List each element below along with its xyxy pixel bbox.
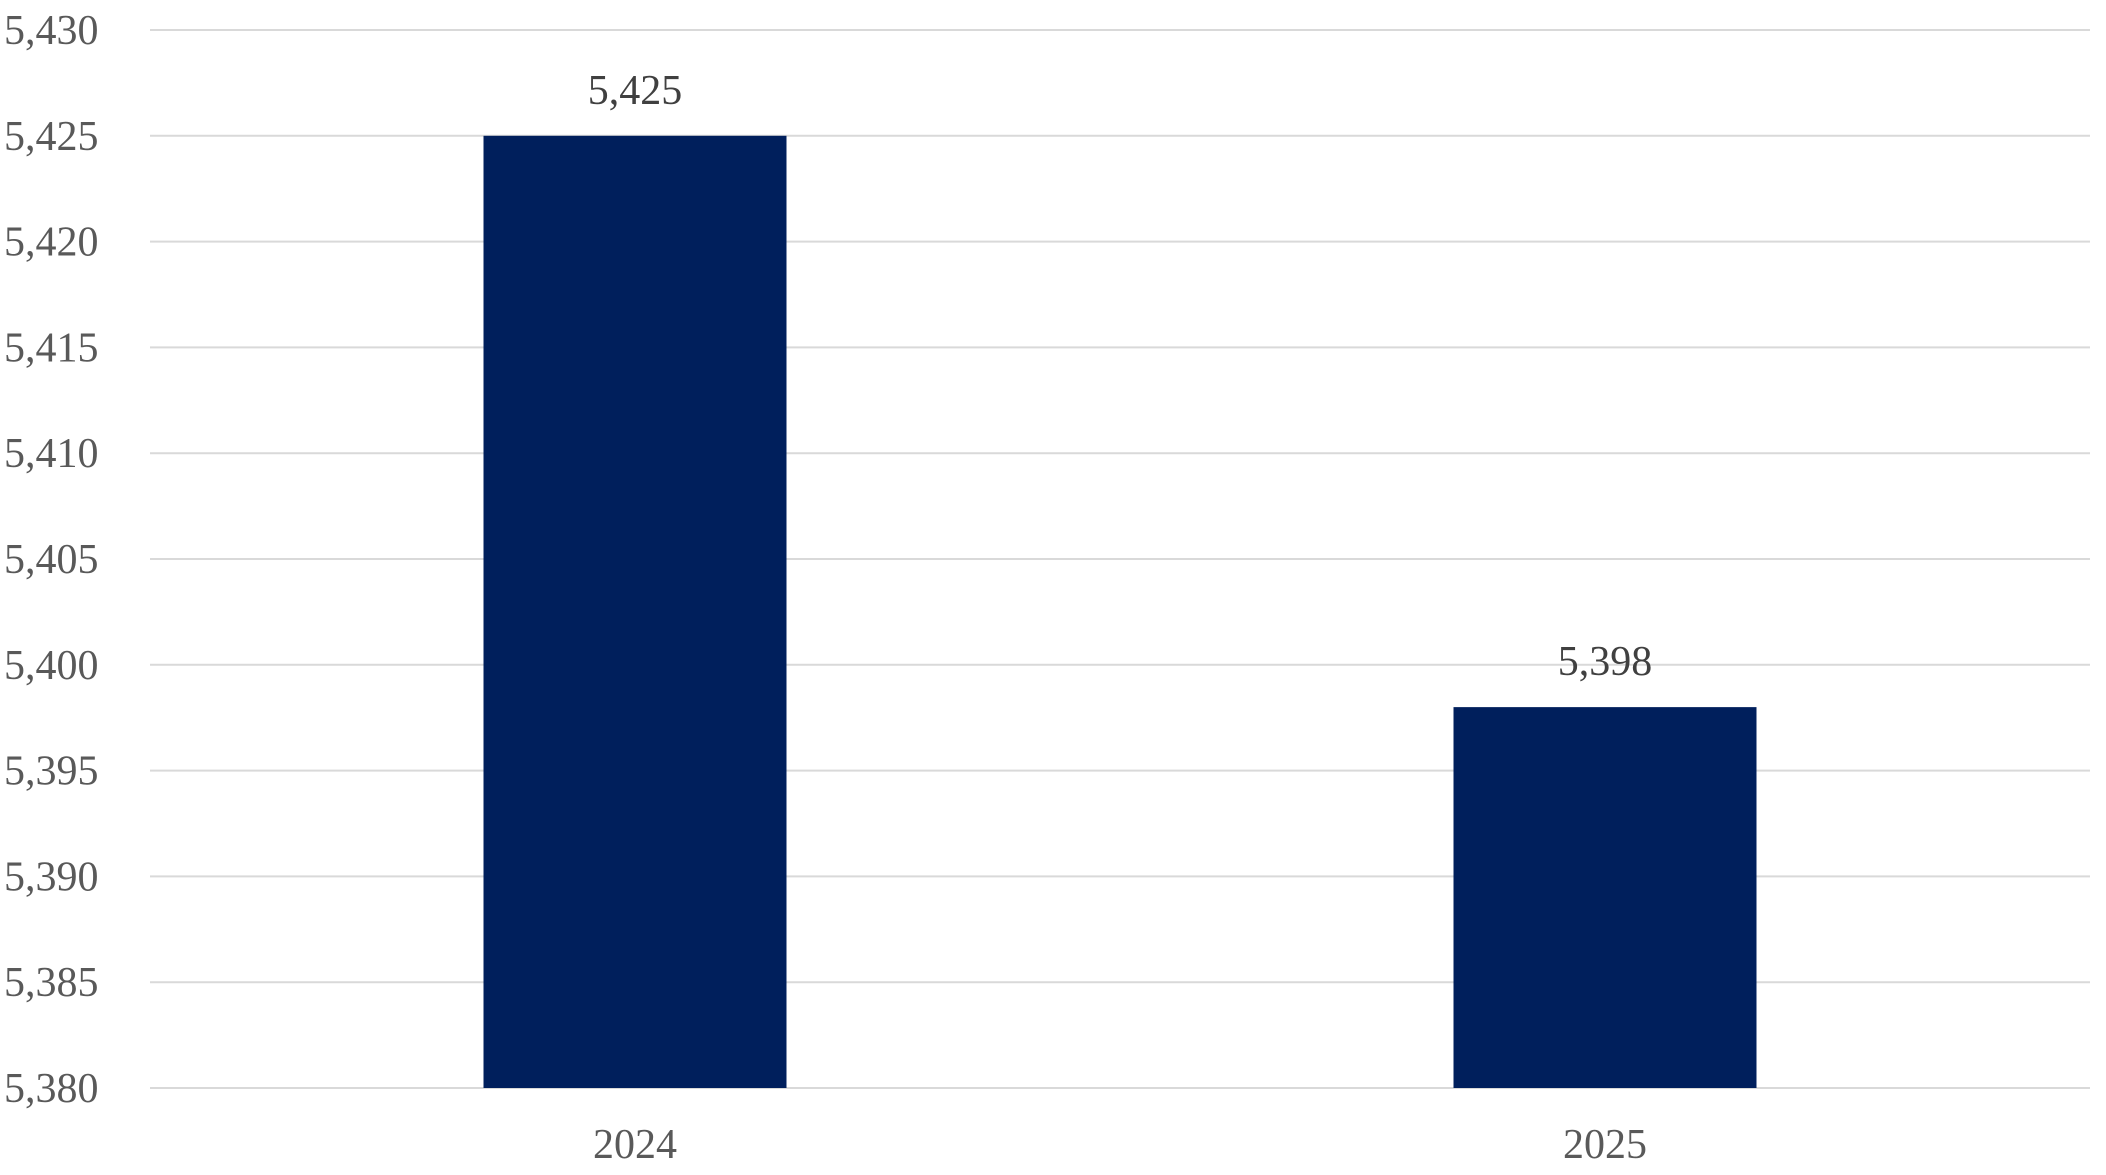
x-tick-label-2024: 2024	[593, 1122, 677, 1168]
y-tick-label: 5,415	[4, 325, 99, 371]
bars	[483, 135, 1757, 1089]
y-tick-label: 5,400	[4, 643, 99, 689]
bar-2024	[483, 135, 787, 1089]
y-tick-label: 5,425	[4, 114, 99, 160]
y-tick-label: 5,410	[4, 431, 99, 477]
y-tick-label: 5,405	[4, 537, 99, 583]
grid-lines	[150, 29, 2090, 1089]
data-labels: 5,425 5,398	[588, 68, 1653, 685]
data-label-2024: 5,425	[588, 68, 683, 114]
y-tick-label: 5,395	[4, 749, 99, 795]
y-tick-label: 5,420	[4, 220, 99, 266]
data-label-2025: 5,398	[1558, 639, 1653, 685]
x-tick-label-2025: 2025	[1563, 1122, 1647, 1168]
bar-2025	[1453, 707, 1757, 1088]
y-tick-label: 5,385	[4, 960, 99, 1006]
y-axis-tick-labels: 5,380 5,385 5,390 5,395 5,400 5,405 5,410 5,415…	[4, 8, 99, 1112]
y-tick-label: 5,390	[4, 854, 99, 900]
y-tick-label: 5,380	[4, 1066, 99, 1112]
y-tick-label: 5,430	[4, 8, 99, 54]
x-axis-tick-labels: 2024 2025	[593, 1122, 1647, 1168]
